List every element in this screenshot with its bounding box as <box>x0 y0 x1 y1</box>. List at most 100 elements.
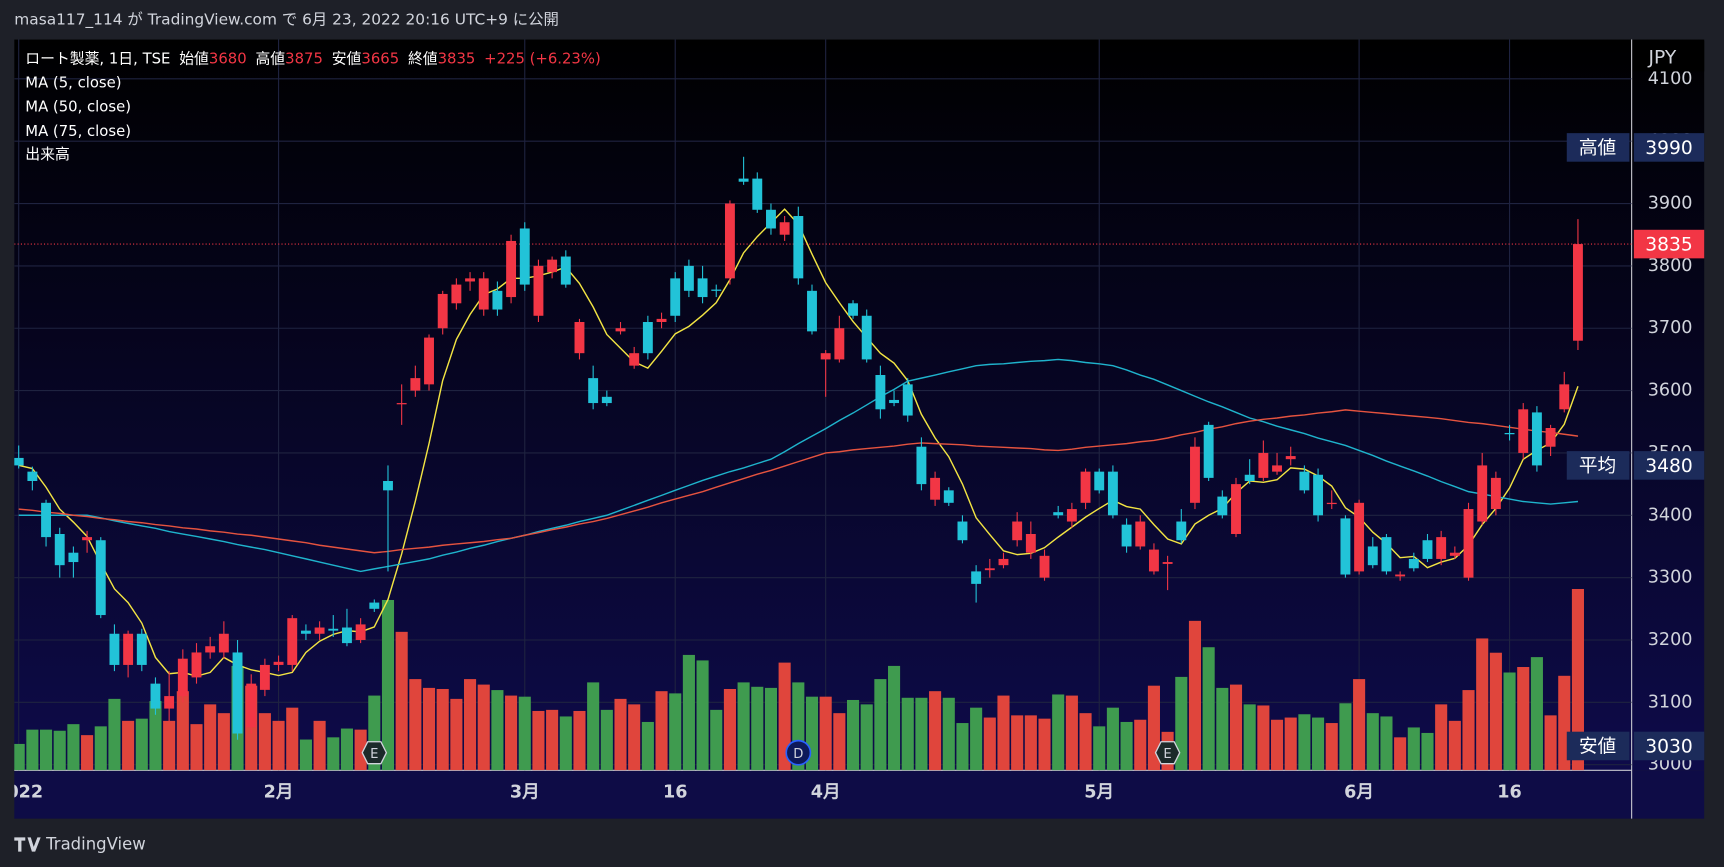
volume-bar <box>696 660 709 771</box>
price-label-box <box>1633 731 1705 761</box>
volume-bar <box>1202 647 1215 771</box>
candle-body <box>410 378 421 391</box>
volume-bar <box>1093 726 1106 771</box>
volume-bar <box>929 691 942 771</box>
candle-body <box>54 533 65 566</box>
volume-bar <box>1421 732 1434 771</box>
volume-bar <box>1298 714 1311 771</box>
volume-bar <box>464 679 477 771</box>
candle-body <box>1162 562 1173 564</box>
y-tick-label: 3900 <box>1648 194 1693 214</box>
price-label-value: 3480 <box>1645 456 1693 477</box>
volume-bar <box>204 704 217 771</box>
volume-bar <box>354 729 367 771</box>
volume-bar <box>614 698 627 771</box>
candle-body <box>1272 465 1282 472</box>
candle-body <box>1190 446 1200 503</box>
volume-bar <box>710 709 723 771</box>
candle-body <box>259 664 270 690</box>
candle-body <box>492 290 503 310</box>
candle-body <box>560 256 571 285</box>
y-tick-label: 3800 <box>1648 256 1693 276</box>
x-tick-label: 3月 <box>510 782 540 802</box>
y-tick-label: 4100 <box>1648 69 1693 89</box>
candle-body <box>136 633 147 665</box>
candle-body <box>1559 384 1570 410</box>
volume-bar <box>628 704 641 771</box>
event-marker: D <box>785 739 812 766</box>
candle-body <box>1340 518 1351 575</box>
volume-bar <box>1188 620 1202 771</box>
candle-body <box>1477 465 1488 522</box>
price-label-name: 高値 <box>1579 138 1616 159</box>
last-price-box <box>1633 229 1705 259</box>
candle-body <box>1231 484 1241 534</box>
volume-bar <box>600 709 613 771</box>
volume-bar <box>915 697 928 771</box>
volume-bar <box>1038 718 1051 771</box>
candle-body <box>807 290 817 332</box>
volume-bar <box>381 599 395 771</box>
volume-bar <box>1065 695 1078 771</box>
volume-bar <box>1229 684 1243 771</box>
candle-body <box>68 552 79 563</box>
price-label-name: 平均 <box>1579 456 1616 477</box>
volume-bar <box>1175 676 1188 771</box>
price-label-box <box>1633 451 1705 480</box>
volume-bar <box>1571 588 1584 771</box>
event-label: E <box>1163 747 1171 762</box>
volume-bar <box>901 697 914 771</box>
candle-body <box>1313 474 1324 516</box>
candle-body <box>1367 546 1378 566</box>
currency-bg <box>1632 40 1705 72</box>
y-tick-label: 3300 <box>1648 568 1693 588</box>
candle-body <box>437 293 448 329</box>
candle-body <box>1490 477 1501 510</box>
volume-bar <box>491 690 504 771</box>
event-label: E <box>370 747 378 762</box>
legend: ロート製薬, 1日, TSE 始値3680 高値3875 安値3665 終値3835 +2… <box>25 50 600 163</box>
candle-body <box>424 337 434 385</box>
logo <box>14 837 41 852</box>
indicator-label: MA (75, close) <box>25 123 131 140</box>
candle-body <box>724 203 735 279</box>
candle-body <box>848 303 858 316</box>
candle-body <box>574 322 585 354</box>
candle-body <box>123 633 134 665</box>
volume-bar <box>422 687 436 771</box>
time-labels: 2022 2月 3月 16 4月 5月 6月 16 <box>14 782 1521 802</box>
volume-bar <box>1489 652 1502 771</box>
volume-bar <box>395 631 408 771</box>
candle-body <box>1066 509 1077 522</box>
volume-bar <box>546 709 559 771</box>
volume-bar <box>1106 707 1119 771</box>
candle-body <box>191 652 202 678</box>
event-label: D <box>793 747 803 762</box>
candle-body <box>1449 552 1460 556</box>
event-badge <box>361 741 388 765</box>
candle-body <box>1545 427 1556 447</box>
volume-bar <box>1216 687 1229 771</box>
volume-bar <box>1544 715 1557 771</box>
currency: JPY <box>1648 48 1677 69</box>
volume-bar <box>1134 719 1147 771</box>
candle-body <box>396 403 407 405</box>
volume-bar <box>1257 705 1270 771</box>
price-label-value: 3030 <box>1645 737 1693 758</box>
indicator-label: 出来高 <box>25 146 70 163</box>
candle-body <box>1408 558 1419 569</box>
candle-body <box>766 209 776 229</box>
volume-bar <box>14 743 25 771</box>
volume-bar <box>149 701 162 771</box>
candle-body <box>1053 512 1064 516</box>
volume-bar <box>655 691 668 771</box>
volume-bar <box>1325 723 1338 771</box>
candle-body <box>642 322 653 354</box>
candle-body <box>27 471 38 481</box>
volume-bar <box>81 735 94 771</box>
volume-bar <box>190 724 203 771</box>
high-label: 高値 <box>255 50 285 67</box>
candle-body <box>177 658 188 697</box>
volume-bar <box>299 739 312 771</box>
